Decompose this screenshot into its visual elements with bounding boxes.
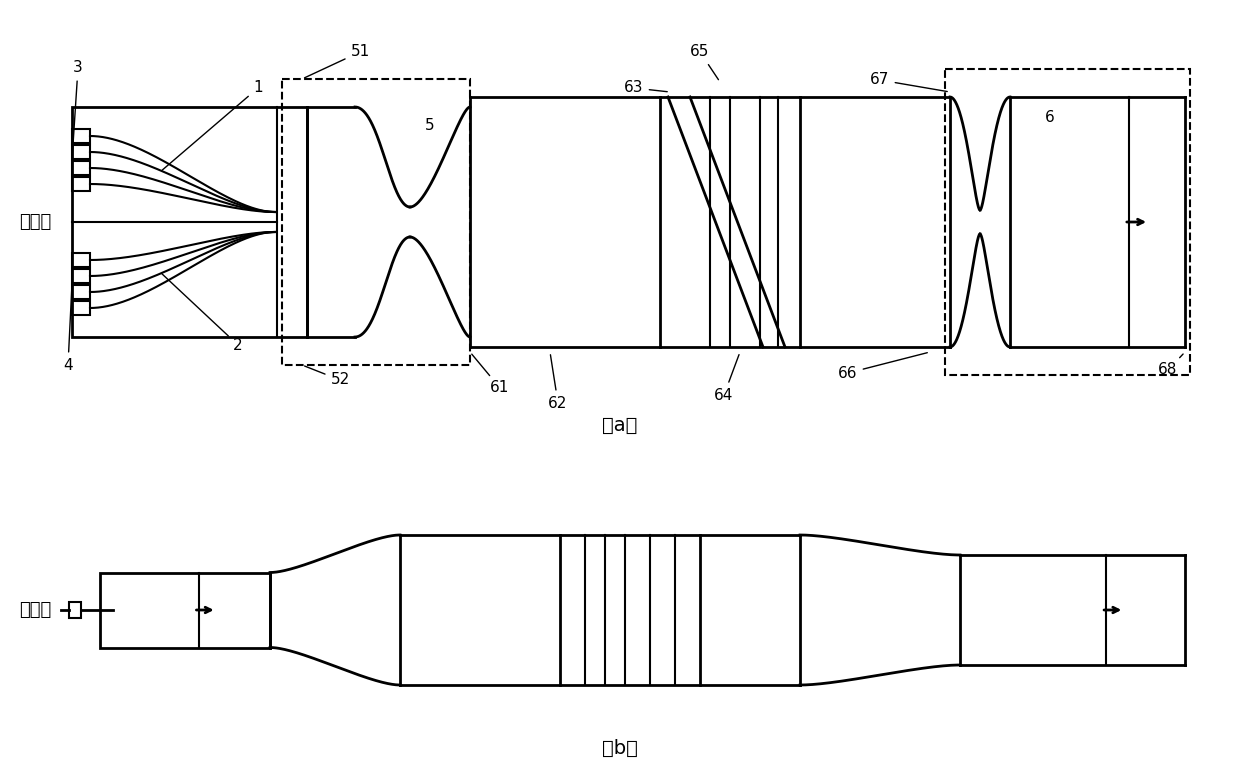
Text: 1: 1 xyxy=(162,81,263,170)
Text: 68: 68 xyxy=(1158,354,1183,377)
Bar xyxy=(72,269,90,283)
Text: 52: 52 xyxy=(305,366,349,387)
Text: 4: 4 xyxy=(63,287,73,372)
Text: 侧视图: 侧视图 xyxy=(19,601,51,619)
Text: 3: 3 xyxy=(72,61,83,158)
Text: 61: 61 xyxy=(472,354,509,396)
Text: 63: 63 xyxy=(624,81,668,95)
Text: 6: 6 xyxy=(1046,109,1054,124)
Text: 62: 62 xyxy=(549,355,567,411)
Bar xyxy=(72,161,90,175)
Bar xyxy=(72,301,90,315)
Text: （a）: （a） xyxy=(602,415,637,435)
Bar xyxy=(72,285,90,299)
Bar xyxy=(282,79,470,365)
Bar xyxy=(100,573,270,647)
Text: 2: 2 xyxy=(162,274,243,352)
Text: （b）: （b） xyxy=(602,739,637,757)
Text: 64: 64 xyxy=(715,355,738,403)
Text: 5: 5 xyxy=(425,117,435,133)
Bar xyxy=(72,107,307,337)
Text: 66: 66 xyxy=(839,352,927,380)
Text: 67: 67 xyxy=(870,72,948,92)
Bar xyxy=(72,145,90,159)
Bar xyxy=(72,177,90,191)
Bar xyxy=(945,69,1189,375)
Text: 65: 65 xyxy=(690,44,719,80)
Text: 51: 51 xyxy=(305,44,369,78)
Bar xyxy=(72,129,90,143)
Bar xyxy=(69,602,81,618)
Bar xyxy=(72,253,90,267)
Text: 俯视图: 俯视图 xyxy=(19,213,51,231)
